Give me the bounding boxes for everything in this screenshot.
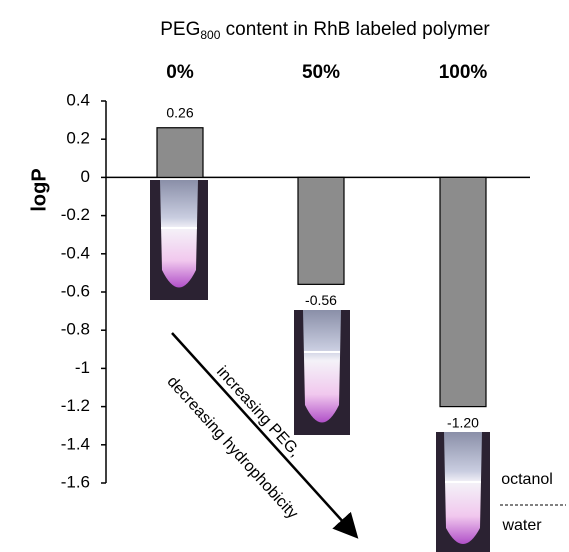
photo xyxy=(436,432,490,552)
photo xyxy=(150,180,208,300)
y-tick-label: -1.6 xyxy=(61,472,90,491)
photo xyxy=(294,310,350,435)
y-tick-label: -1.4 xyxy=(61,434,90,453)
chart-title: PEG800 content in RhB labeled polymer xyxy=(160,19,490,42)
y-tick-label: -0.8 xyxy=(61,320,90,339)
annotation: octanol xyxy=(501,471,553,488)
value-label: 0.26 xyxy=(166,104,193,120)
y-tick-label: 0.4 xyxy=(66,90,90,109)
value-label: -1.20 xyxy=(447,414,479,430)
y-tick-label: -0.4 xyxy=(61,243,90,262)
annotation: water xyxy=(501,517,542,534)
y-tick-label: -0.6 xyxy=(61,281,90,300)
bar xyxy=(297,176,345,285)
category-label: 100% xyxy=(439,62,488,83)
bar xyxy=(439,176,487,408)
y-tick-label: 0 xyxy=(81,167,90,186)
value-label: -0.56 xyxy=(305,292,337,308)
category-label: 0% xyxy=(166,62,194,83)
y-tick-label: -1.2 xyxy=(61,396,90,415)
y-axis-label: logP xyxy=(28,168,50,211)
category-label: 50% xyxy=(302,62,340,83)
arrow xyxy=(171,332,359,539)
y-tick-label: -0.2 xyxy=(61,205,90,224)
bar xyxy=(156,127,204,178)
y-tick-label: -1 xyxy=(75,358,90,377)
y-tick-label: 0.2 xyxy=(66,129,90,148)
